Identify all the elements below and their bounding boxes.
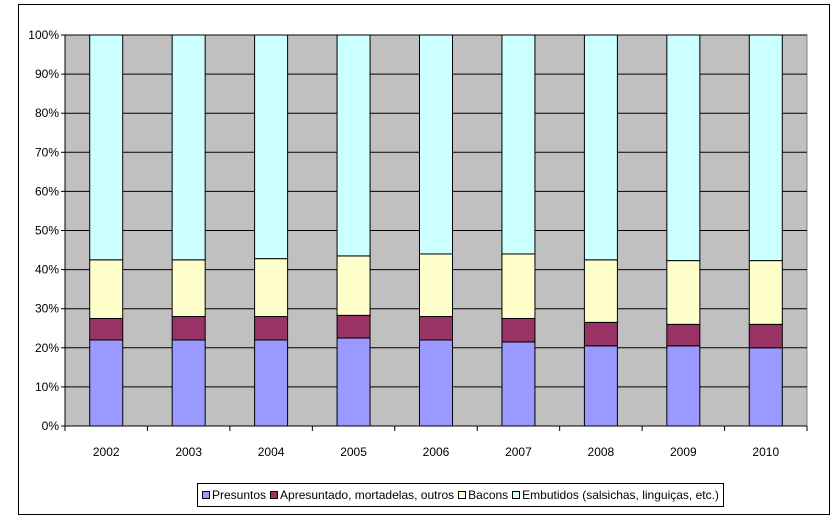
bar-segment-2002-1 — [89, 339, 124, 427]
bar-segment-2005-3 — [336, 255, 371, 316]
legend-label: Bacons — [468, 488, 509, 502]
bar-segment-2009-1 — [666, 345, 701, 427]
x-tick-label: 2009 — [670, 445, 697, 459]
bar-segment-2002-3 — [89, 259, 124, 319]
legend-label: Apresuntado, mortadelas, outros — [280, 488, 455, 502]
y-tick-label: 90% — [35, 67, 59, 81]
bars — [89, 34, 783, 427]
bar-segment-2004-1 — [254, 339, 289, 427]
y-tick-label: 100% — [28, 28, 59, 42]
bar-segment-2010-2 — [748, 323, 783, 349]
x-tick-label: 2006 — [423, 445, 450, 459]
legend-swatch — [270, 491, 279, 499]
legend-item: Embutidos (salsichas, linguiças, etc.) — [512, 488, 719, 502]
y-tick-label: 30% — [35, 302, 59, 316]
y-tick-label: 50% — [35, 224, 59, 238]
bar-segment-2009-3 — [666, 260, 701, 325]
bar-segment-2004-2 — [254, 316, 289, 341]
legend-label: Embutidos (salsichas, linguiças, etc.) — [522, 488, 719, 502]
bar-segment-2007-3 — [501, 253, 536, 319]
bar-segment-2008-2 — [583, 321, 618, 347]
bar-segment-2008-3 — [583, 259, 618, 323]
y-tick-label: 0% — [42, 419, 60, 433]
y-tick-label: 80% — [35, 106, 59, 120]
y-tick-label: 40% — [35, 263, 59, 277]
y-axis-ticks: 0% 10% 20% 30% 40% 50% 60% 70% 80% 90% 100% — [28, 28, 65, 433]
y-tick-label: 10% — [35, 380, 59, 394]
bar-segment-2006-2 — [419, 316, 453, 341]
y-tick-label: 60% — [35, 184, 59, 198]
bar-segment-2009-4 — [666, 34, 701, 262]
bar-segment-2006-1 — [419, 339, 453, 427]
bar-segment-2007-2 — [501, 317, 536, 343]
bar-segment-2010-3 — [748, 260, 783, 325]
bar-segment-2002-4 — [89, 34, 124, 261]
x-tick-label: 2002 — [93, 445, 120, 459]
bar-segment-2005-1 — [336, 337, 371, 427]
x-tick-label: 2003 — [175, 445, 202, 459]
bar-segment-2003-2 — [171, 316, 206, 341]
legend-label: Presuntos — [212, 488, 267, 502]
bar-segment-2006-3 — [419, 253, 453, 318]
x-tick-label: 2005 — [340, 445, 367, 459]
legend: Presuntos Apresuntado, mortadelas, outros… — [197, 483, 724, 507]
bar-segment-2002-2 — [89, 317, 124, 341]
x-tick-label: 2008 — [588, 445, 615, 459]
y-tick-label: 70% — [35, 145, 59, 159]
bar-segment-2010-1 — [748, 347, 783, 427]
bar-segment-2006-4 — [419, 34, 453, 255]
bar-segment-2003-1 — [171, 339, 206, 427]
legend-item: Bacons — [458, 488, 508, 502]
x-tick-label: 2010 — [752, 445, 779, 459]
legend-item: Presuntos — [202, 488, 266, 502]
bar-segment-2007-4 — [501, 34, 536, 255]
bar-segment-2005-4 — [336, 34, 371, 257]
x-axis-ticks: 2002 2003 2004 2005 2006 2007 2008 2009 2010 — [64, 426, 808, 459]
x-tick-label: 2007 — [505, 445, 532, 459]
legend-swatch — [458, 491, 467, 499]
bar-segment-2010-4 — [748, 34, 783, 262]
bar-segment-2009-2 — [666, 323, 701, 347]
bar-segment-2003-4 — [171, 34, 206, 261]
bar-segment-2005-2 — [336, 314, 371, 339]
bar-segment-2003-3 — [171, 259, 206, 318]
legend-swatch — [202, 491, 210, 499]
legend-swatch — [512, 491, 521, 499]
bar-segment-2007-1 — [501, 341, 536, 427]
x-tick-label: 2004 — [258, 445, 285, 459]
y-tick-label: 20% — [35, 341, 59, 355]
bar-segment-2008-1 — [583, 345, 618, 427]
bar-segment-2004-3 — [254, 258, 289, 318]
legend-item: Apresuntado, mortadelas, outros — [270, 488, 454, 502]
bar-segment-2008-4 — [583, 34, 618, 261]
bar-segment-2004-4 — [254, 34, 289, 260]
